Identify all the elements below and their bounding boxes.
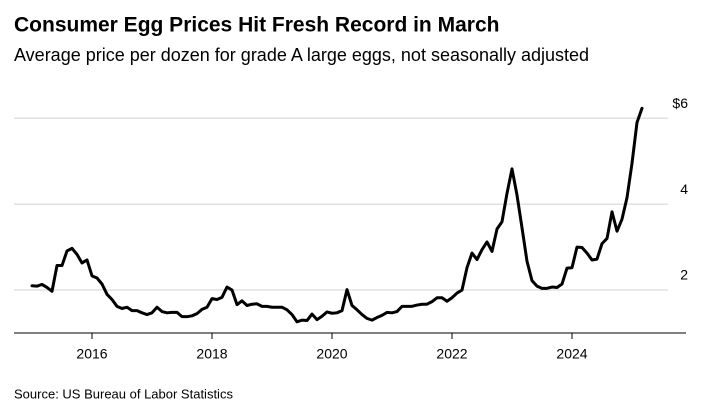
- x-tick-label: 2018: [196, 346, 227, 362]
- x-tick-label: 2016: [76, 346, 107, 362]
- y-tick-label: 2: [680, 267, 688, 283]
- x-tick-label: 2020: [316, 346, 347, 362]
- x-tick-label: 2022: [436, 346, 467, 362]
- x-tick-label: 2024: [556, 346, 587, 362]
- line: [30, 106, 644, 324]
- y-tick-label: 4: [680, 181, 688, 197]
- source: Source: US Bureau of Labor Statistics: [14, 386, 233, 401]
- chart-title: Consumer Egg Prices Hit Fresh Record in …: [14, 14, 499, 37]
- chart-subtitle: Average price per dozen for grade A larg…: [14, 45, 589, 65]
- y-tick-label: $6: [672, 95, 688, 111]
